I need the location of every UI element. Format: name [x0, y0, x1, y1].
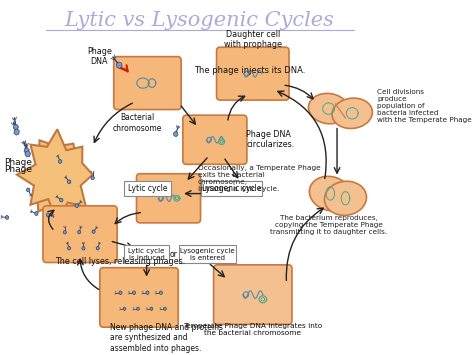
FancyBboxPatch shape [124, 245, 169, 263]
Text: Temperate Phage DNA integrates into
the bacterial chromosome: Temperate Phage DNA integrates into the … [183, 323, 322, 336]
Text: Daughter cell
with prophage: Daughter cell with prophage [224, 30, 282, 49]
Text: Occasionally, a Temperate Phage
exits the bacterial
chromosome,
initiating a lyt: Occasionally, a Temperate Phage exits th… [198, 165, 320, 192]
FancyBboxPatch shape [100, 268, 178, 327]
Text: The cell lyses, releasing phages.: The cell lyses, releasing phages. [55, 257, 185, 266]
FancyBboxPatch shape [201, 181, 262, 196]
Ellipse shape [332, 98, 373, 129]
Polygon shape [92, 230, 95, 234]
Text: #111111: #111111 [14, 151, 20, 152]
Polygon shape [159, 291, 163, 295]
Ellipse shape [309, 93, 349, 124]
Text: Bacterial
chromosome: Bacterial chromosome [113, 113, 162, 133]
Polygon shape [173, 131, 178, 137]
Polygon shape [59, 198, 63, 202]
FancyBboxPatch shape [180, 245, 236, 263]
Text: Lysogenic cycle: Lysogenic cycle [202, 184, 261, 193]
Polygon shape [67, 246, 71, 250]
Polygon shape [119, 291, 122, 295]
Text: Phage
DNA: Phage DNA [87, 47, 112, 66]
Polygon shape [14, 129, 19, 135]
Polygon shape [25, 151, 30, 157]
Polygon shape [17, 129, 93, 222]
Text: Phage: Phage [5, 158, 33, 167]
Polygon shape [96, 246, 100, 250]
Polygon shape [146, 291, 149, 295]
Polygon shape [150, 307, 153, 311]
FancyBboxPatch shape [137, 174, 201, 223]
Polygon shape [75, 204, 79, 208]
Polygon shape [137, 307, 139, 311]
Polygon shape [123, 307, 126, 311]
FancyBboxPatch shape [114, 57, 181, 110]
Text: Lytic cycle
is induced: Lytic cycle is induced [128, 247, 165, 261]
Polygon shape [63, 231, 66, 234]
Text: The phage injects its DNA.: The phage injects its DNA. [194, 66, 305, 75]
Text: Phage: Phage [5, 165, 33, 174]
Text: Phage DNA
circularizes.: Phage DNA circularizes. [246, 130, 294, 149]
Polygon shape [27, 188, 30, 192]
Ellipse shape [310, 176, 351, 211]
FancyBboxPatch shape [124, 181, 171, 196]
Polygon shape [24, 140, 89, 212]
FancyBboxPatch shape [183, 115, 247, 164]
Polygon shape [164, 307, 166, 311]
Polygon shape [67, 180, 71, 184]
Polygon shape [58, 159, 62, 164]
Polygon shape [78, 230, 81, 234]
Text: Cell divisions
produce
population of
bacteria infected
with the Temperate Phage: Cell divisions produce population of bac… [377, 89, 472, 123]
Text: or: or [170, 250, 178, 258]
Polygon shape [24, 148, 29, 154]
Polygon shape [5, 215, 9, 219]
Polygon shape [133, 291, 136, 295]
Text: Lysogenic cycle
is entered: Lysogenic cycle is entered [181, 247, 235, 261]
Polygon shape [91, 176, 94, 180]
Text: Lytic vs Lysogenic Cycles: Lytic vs Lysogenic Cycles [65, 11, 335, 30]
FancyBboxPatch shape [217, 47, 289, 100]
Text: The bacterium reproduces,
copying the Temperate Phage
transmitting it to daughte: The bacterium reproduces, copying the Te… [270, 215, 387, 235]
Polygon shape [35, 212, 38, 215]
Text: Lytic cycle: Lytic cycle [128, 184, 167, 193]
Polygon shape [46, 213, 50, 217]
Polygon shape [116, 62, 122, 69]
Polygon shape [13, 124, 18, 130]
FancyBboxPatch shape [43, 206, 117, 262]
Text: New phage DNA and proteins
are synthesized and
assembled into phages.: New phage DNA and proteins are synthesiz… [109, 323, 222, 353]
Ellipse shape [324, 181, 366, 215]
FancyBboxPatch shape [214, 265, 292, 324]
Polygon shape [82, 247, 85, 250]
